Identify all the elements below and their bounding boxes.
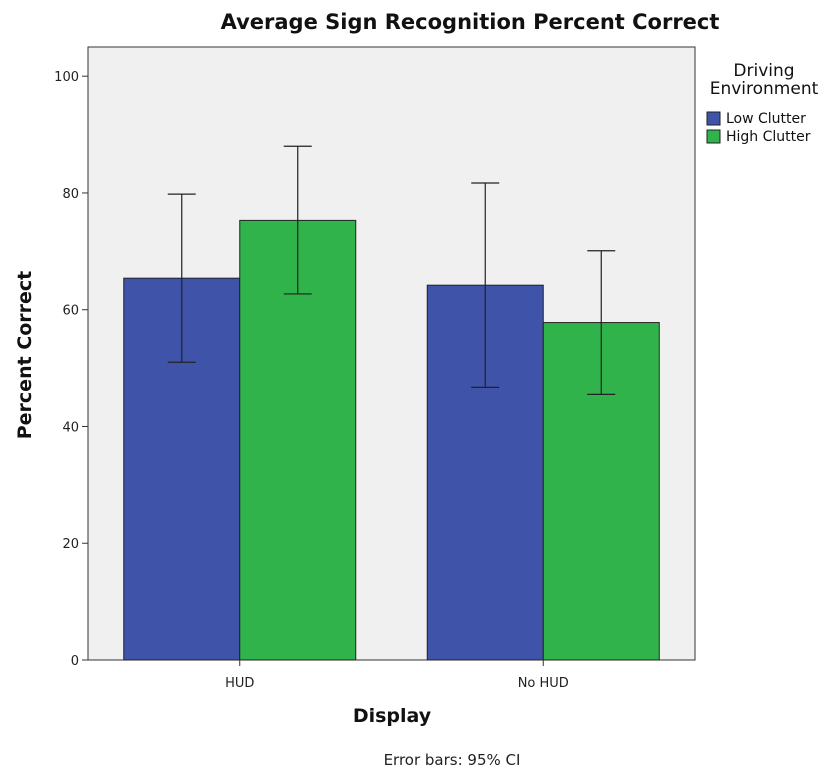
error-bar	[167, 193, 196, 363]
error-bar	[587, 250, 616, 395]
legend-title: Environment	[710, 79, 819, 99]
y-tick-label: 40	[62, 420, 79, 435]
legend-title: Driving	[733, 61, 794, 81]
chart-title: Average Sign Recognition Percent Correct	[221, 10, 720, 34]
error-bars-group	[167, 145, 616, 395]
y-tick-label: 80	[62, 187, 79, 202]
y-tick-label: 60	[62, 304, 79, 319]
legend-swatch	[706, 111, 721, 126]
legend-label: Low Clutter	[726, 111, 806, 127]
y-axis: 0 20 40 60 80 100	[54, 70, 88, 669]
error-bar	[283, 145, 312, 295]
x-tick-label: No HUD	[518, 676, 569, 691]
y-tick-label: 0	[71, 654, 79, 669]
y-tick-label: 100	[54, 70, 79, 85]
y-tick-label: 20	[62, 537, 79, 552]
legend-swatch	[706, 129, 721, 144]
x-axis: HUD No HUD	[225, 660, 569, 691]
x-tick-label: HUD	[225, 676, 254, 691]
error-bar	[471, 182, 500, 388]
y-axis-label: Percent Correct	[14, 271, 36, 440]
x-axis-label: Display	[353, 705, 432, 727]
legend-label: High Clutter	[726, 129, 811, 145]
error-bars-note: Error bars: 95% CI	[384, 751, 521, 769]
